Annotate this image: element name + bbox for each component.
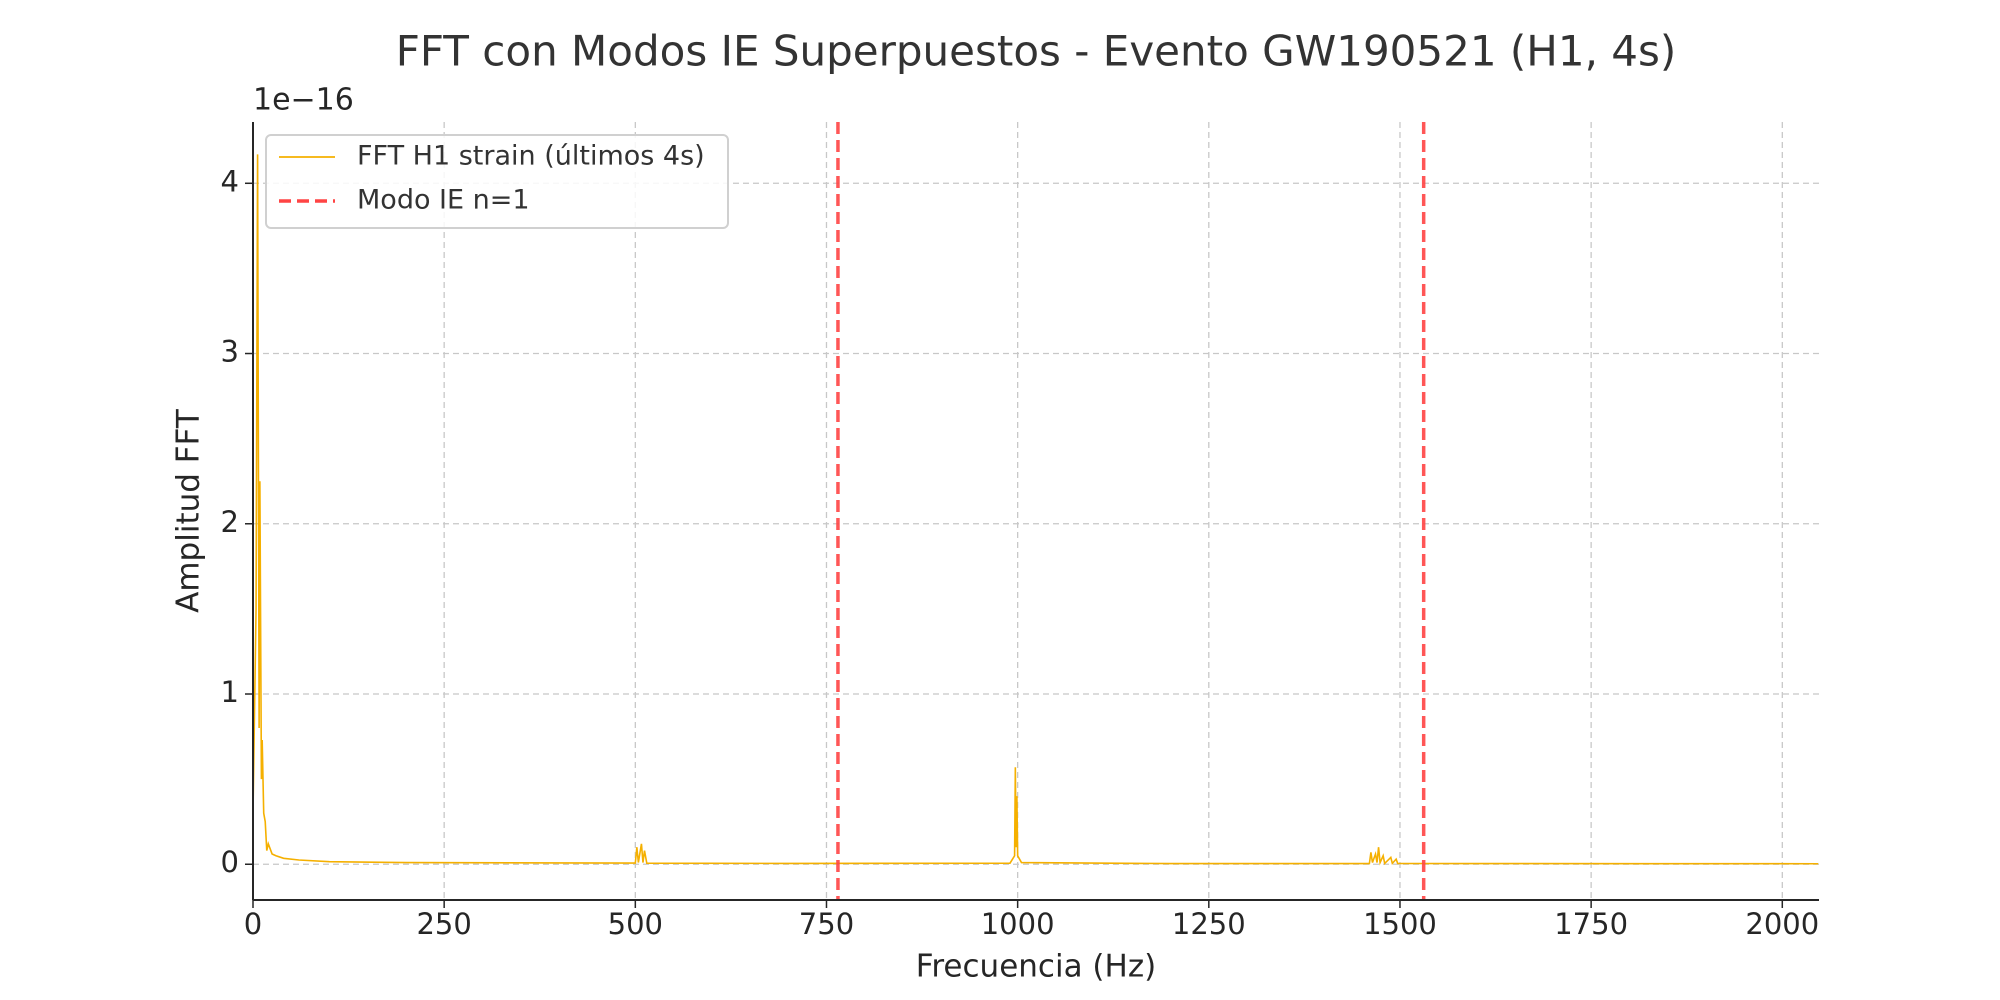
x-tick-label: 750 xyxy=(799,907,854,941)
x-tick-label: 1250 xyxy=(1172,907,1246,941)
y-tick-label: 0 xyxy=(221,845,239,879)
spectrum-line xyxy=(252,154,1819,866)
y-tick-label: 2 xyxy=(221,505,239,539)
x-tick-label: 2000 xyxy=(1745,907,1819,941)
grid xyxy=(252,122,1819,900)
legend-label: FFT H1 strain (últimos 4s) xyxy=(357,141,705,172)
legend: FFT H1 strain (últimos 4s) Modo IE n=1 xyxy=(265,134,729,229)
plot-area xyxy=(252,122,1819,900)
x-tick-label: 1500 xyxy=(1363,907,1437,941)
x-tick-label: 1750 xyxy=(1554,907,1628,941)
x-axis-label: Frecuencia (Hz) xyxy=(916,949,1156,985)
chart-title: FFT con Modos IE Superpuestos - Evento G… xyxy=(396,27,1677,76)
y-axis-label: Amplitud FFT xyxy=(171,408,207,613)
x-tick-label: 250 xyxy=(416,907,471,941)
y-offset-label: 1e−16 xyxy=(253,83,354,118)
ticks: 0 250 500 750 1000 1250 1500 1750 2000 0 1 2 3 4 xyxy=(221,164,1820,941)
x-tick-label: 1000 xyxy=(981,907,1055,941)
y-tick-label: 4 xyxy=(221,164,239,198)
y-tick-label: 3 xyxy=(221,335,239,369)
y-tick-label: 1 xyxy=(221,675,239,709)
x-tick-label: 0 xyxy=(244,907,262,941)
legend-label: Modo IE n=1 xyxy=(357,185,530,216)
legend-box xyxy=(265,134,729,229)
x-tick-label: 500 xyxy=(608,907,663,941)
